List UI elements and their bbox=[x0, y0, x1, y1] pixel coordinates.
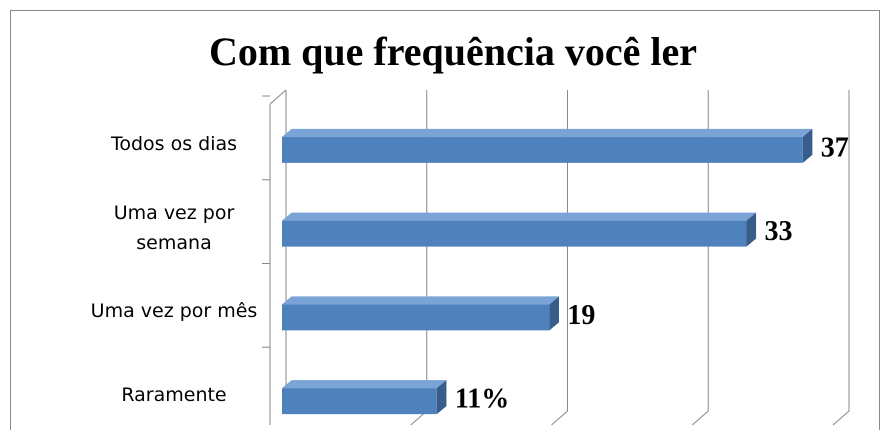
bar-end bbox=[802, 128, 813, 163]
grid-line bbox=[691, 90, 709, 426]
bar-front bbox=[282, 220, 747, 247]
value-label: 37 bbox=[821, 132, 849, 163]
bar bbox=[282, 380, 447, 415]
bar-front bbox=[282, 136, 803, 163]
bar bbox=[282, 212, 757, 247]
grid-line bbox=[551, 90, 568, 426]
category-label: Todos os dias bbox=[110, 132, 238, 155]
category-label: Raramente bbox=[121, 384, 227, 407]
bar-end bbox=[436, 380, 447, 415]
bar-front bbox=[282, 304, 550, 331]
bar-front bbox=[282, 388, 437, 415]
grid-line bbox=[832, 90, 850, 426]
value-label: 19 bbox=[567, 300, 595, 331]
chart-title: Com que frequência você ler bbox=[209, 29, 697, 74]
bar bbox=[282, 296, 560, 331]
bar-end bbox=[549, 296, 560, 331]
axis-wall-diag bbox=[269, 89, 287, 105]
value-label: 33 bbox=[764, 216, 792, 247]
bar-top bbox=[282, 296, 560, 305]
bar bbox=[282, 128, 813, 163]
value-label: 11% bbox=[455, 384, 509, 415]
bar-top bbox=[282, 380, 447, 389]
bar-end bbox=[746, 212, 757, 247]
bar-top bbox=[282, 128, 813, 137]
bar-top bbox=[282, 212, 757, 221]
category-label: Uma vez por mês bbox=[90, 300, 258, 323]
category-label: Uma vez por semana bbox=[113, 201, 235, 254]
